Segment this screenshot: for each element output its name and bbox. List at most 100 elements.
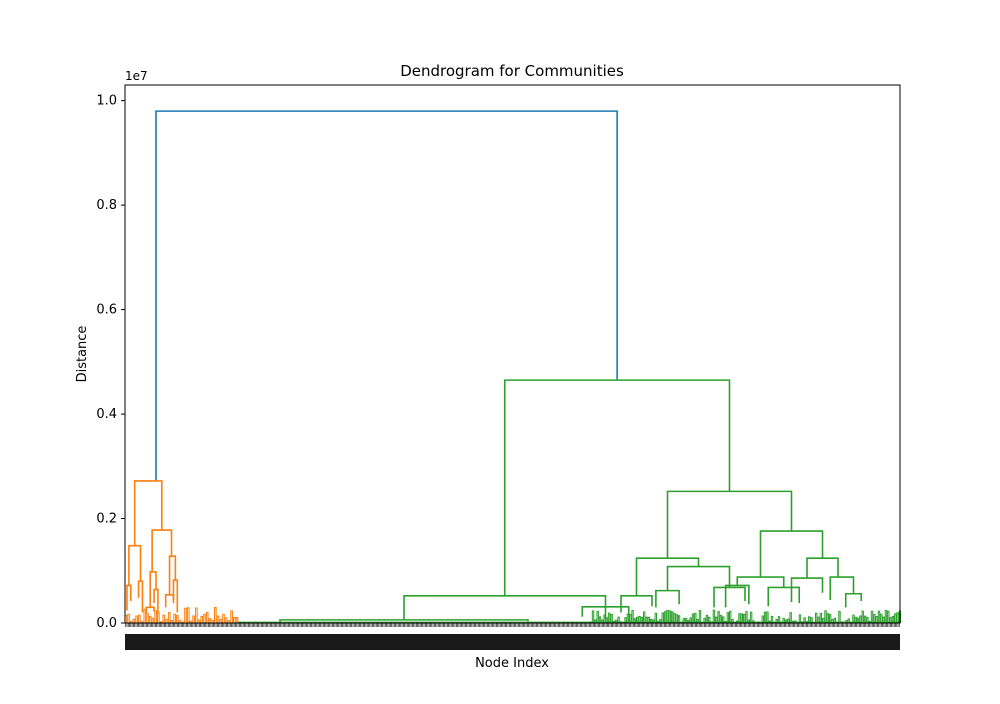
dendrogram-link-19 [621, 596, 652, 613]
leaf-merge-149 [839, 611, 840, 623]
leaf-merge-174 [897, 613, 898, 623]
leaf-merge-73 [662, 613, 663, 623]
leaf-merge-23 [187, 608, 189, 623]
leaf-merge-143 [825, 611, 826, 623]
leaf-merge-78 [674, 613, 675, 623]
leaf-merge-60 [632, 611, 633, 623]
leaf-merge-76 [669, 611, 670, 623]
y-tick-label-5: 1.0 [96, 94, 117, 109]
chart-title: Dendrogram for Communities [400, 62, 624, 80]
leaf-merge-35 [220, 619, 222, 623]
dendrogram-link-29 [846, 594, 862, 608]
leaf-ticks [125, 623, 900, 650]
dendrogram-link-2 [129, 546, 141, 586]
leaf-merge-74 [664, 612, 665, 623]
dendrogram-link-4 [127, 585, 131, 610]
dendrogram-link-9 [173, 580, 177, 612]
leaf-merge-1 [128, 614, 130, 623]
leaf-merge-22 [185, 608, 187, 623]
leaf-merge-97 [718, 612, 719, 623]
leaf-merge-16 [168, 612, 170, 623]
y-ticks: 0.0 0.2 0.4 0.6 0.8 1.0 [96, 94, 125, 631]
y-offset-label: 1e7 [125, 69, 148, 83]
leaf-merge-9 [149, 617, 151, 623]
dendrogram-link-3 [152, 530, 171, 572]
leaf-merge-109 [746, 612, 747, 623]
dendrogram-link-7 [170, 556, 176, 595]
plot-frame [125, 85, 900, 623]
leaf-merge-25 [193, 616, 195, 623]
leaf-merge-106 [739, 614, 740, 623]
leaf-merge-144 [827, 614, 828, 623]
leaf-merge-139 [816, 613, 817, 623]
leaf-merge-39 [231, 611, 233, 623]
leaf-merge-87 [695, 613, 696, 623]
y-tick-label-4: 0.8 [96, 198, 117, 213]
leaf-merge-111 [750, 612, 751, 623]
dendrogram-link-24 [807, 558, 838, 578]
leaf-merge-34 [217, 616, 219, 623]
dendrogram-link-22 [714, 587, 745, 607]
leaf-merge-89 [699, 611, 700, 623]
y-tick-label-0: 0.0 [96, 616, 117, 631]
leaf-merge-170 [888, 611, 889, 623]
leaf-merge-10 [152, 619, 154, 623]
leaf-merge-40 [234, 617, 236, 623]
leaf-merge-166 [878, 611, 879, 623]
leaf-merge-4 [136, 616, 138, 623]
dendrogram-links [125, 111, 901, 623]
leaf-merge-29 [204, 614, 206, 623]
y-tick-label-1: 0.2 [96, 512, 117, 527]
leaf-merge-43 [592, 611, 593, 623]
leaf-merge-95 [713, 610, 714, 623]
leaf-merge-33 [215, 608, 217, 623]
leaf-merge-8 [147, 614, 149, 623]
leaf-merge-18 [174, 614, 176, 623]
leaf-merge-12 [158, 613, 160, 623]
leaf-merge-45 [597, 611, 598, 623]
dendrogram-link-18 [761, 531, 823, 577]
leaf-merge-19 [177, 615, 179, 623]
dendrogram-link-26 [768, 587, 799, 606]
leaf-merge-141 [820, 613, 821, 623]
leaf-merge-30 [206, 612, 208, 623]
leaf-merge-15 [166, 619, 168, 623]
leaf-merge-75 [667, 610, 668, 623]
leaf-merge-31 [209, 619, 211, 623]
dendrogram-link-27 [792, 578, 823, 602]
leaf-merge-7 [144, 609, 146, 623]
y-tick-label-3: 0.6 [96, 303, 117, 318]
dendrogram-link-5 [139, 581, 143, 612]
leaf-merge-128 [790, 613, 791, 623]
y-axis-label: Distance [75, 326, 90, 383]
leaf-merge-159 [862, 611, 863, 623]
leaf-merge-163 [871, 611, 872, 623]
dendrogram-link-13 [404, 596, 606, 620]
dendrogram-link-0 [156, 111, 617, 481]
leaf-merge-50 [609, 613, 610, 623]
leaf-merge-36 [223, 614, 225, 623]
y-tick-label-2: 0.4 [96, 407, 117, 422]
dendrogram-link-8 [166, 595, 174, 608]
leaf-label-band [125, 634, 900, 650]
leaf-merge-3 [133, 619, 135, 623]
leaf-merge-37 [225, 618, 227, 623]
leaf-merge-117 [764, 612, 765, 623]
leaf-merge-14 [163, 615, 165, 623]
leaf-merge-101 [727, 613, 728, 623]
leaf-merge-102 [730, 611, 731, 623]
dendrogram-link-11 [146, 607, 154, 613]
leaf-merge-118 [767, 612, 768, 623]
leaf-merge-11 [155, 611, 157, 623]
dendrogram-link-12 [505, 380, 730, 596]
leaf-merge-28 [201, 616, 203, 623]
leaf-merge-169 [885, 610, 886, 623]
leaf-merge-5 [139, 615, 141, 623]
x-axis-label: Node Index [475, 656, 549, 671]
dendrogram-link-21 [656, 591, 679, 608]
leaf-merge-26 [196, 608, 198, 623]
dendrogram-link-28 [830, 577, 853, 600]
dendrogram-link-16 [668, 491, 792, 558]
